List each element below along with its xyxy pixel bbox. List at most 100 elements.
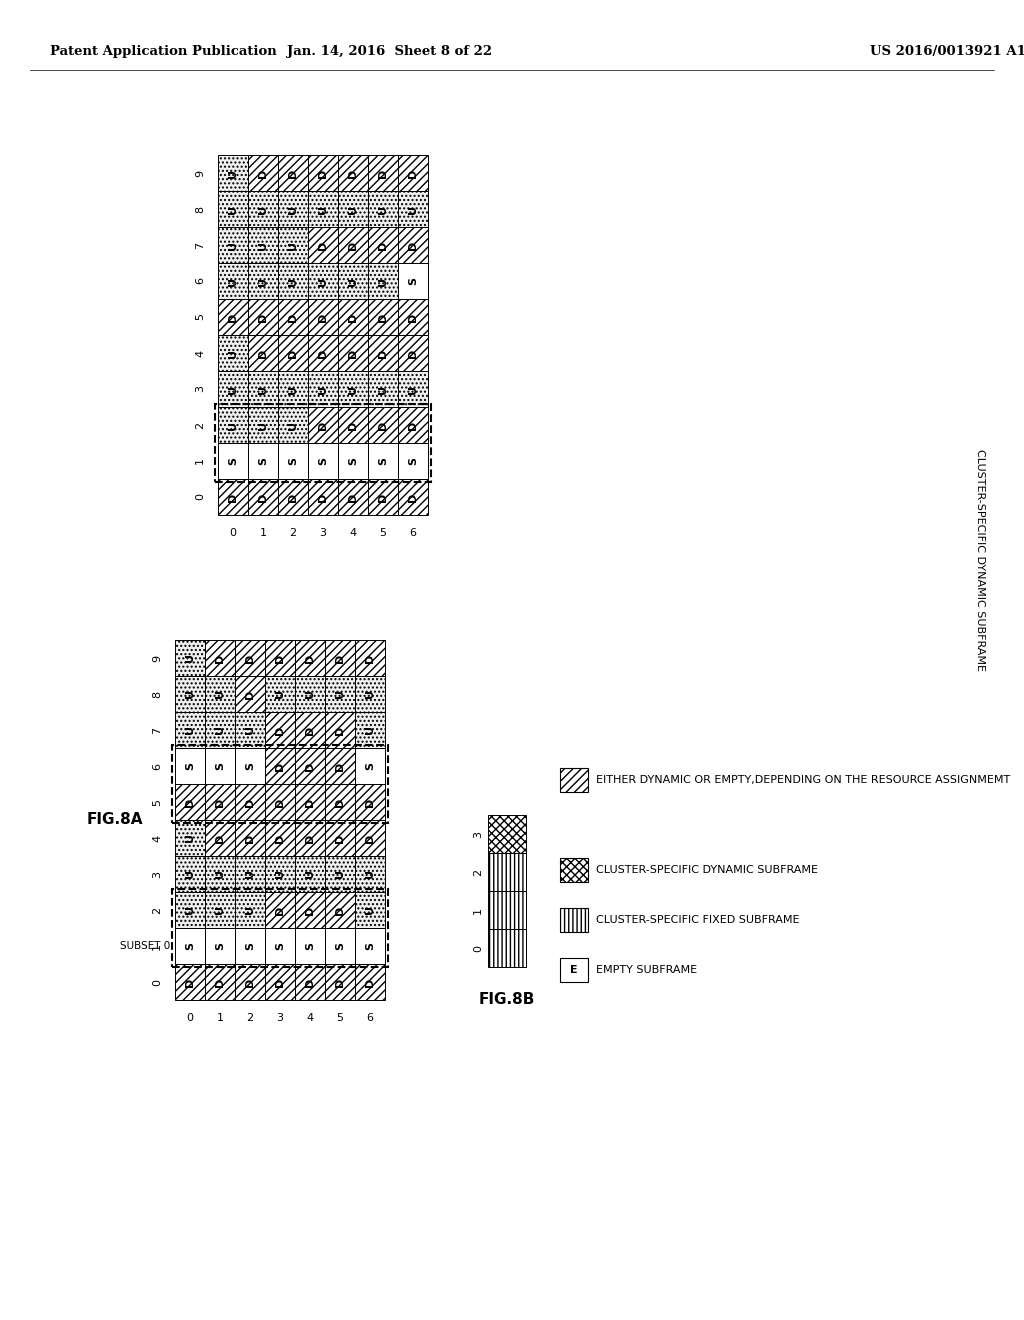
- Text: 3: 3: [195, 385, 205, 392]
- Text: D: D: [305, 653, 315, 663]
- Text: 2: 2: [247, 1012, 254, 1023]
- Text: 3: 3: [276, 1012, 284, 1023]
- Text: U: U: [288, 240, 298, 249]
- Text: 6: 6: [152, 763, 162, 770]
- Bar: [368, 154, 398, 191]
- Text: U: U: [185, 726, 195, 734]
- Text: D: D: [348, 313, 358, 322]
- Text: 2: 2: [152, 907, 162, 913]
- Bar: [234, 711, 265, 748]
- Text: 0: 0: [186, 1012, 194, 1023]
- Bar: [295, 748, 325, 784]
- Text: D: D: [245, 689, 255, 698]
- Text: US 2016/0013921 A1: US 2016/0013921 A1: [870, 45, 1024, 58]
- Bar: [265, 711, 295, 748]
- Bar: [248, 479, 278, 515]
- Text: D: D: [305, 977, 315, 986]
- Text: U: U: [318, 205, 328, 214]
- Text: U: U: [378, 205, 388, 214]
- Text: D: D: [378, 313, 388, 322]
- Text: D: D: [275, 797, 285, 807]
- Text: D: D: [275, 833, 285, 842]
- Bar: [234, 964, 265, 1001]
- Text: 0: 0: [473, 945, 483, 952]
- Bar: [368, 335, 398, 371]
- Bar: [355, 784, 385, 820]
- Bar: [265, 928, 295, 964]
- Text: D: D: [245, 653, 255, 663]
- Text: S: S: [215, 762, 225, 770]
- Bar: [488, 929, 526, 968]
- Text: 0: 0: [195, 494, 205, 500]
- Text: 5: 5: [152, 799, 162, 805]
- Text: S: S: [335, 942, 345, 950]
- Bar: [265, 855, 295, 892]
- Text: D: D: [288, 169, 298, 178]
- Bar: [278, 300, 308, 335]
- Text: S: S: [258, 457, 268, 465]
- Bar: [218, 263, 248, 300]
- Text: S: S: [288, 457, 298, 465]
- Bar: [325, 928, 355, 964]
- Text: U: U: [335, 689, 345, 698]
- Bar: [265, 964, 295, 1001]
- Text: D: D: [245, 977, 255, 986]
- Text: D: D: [318, 420, 328, 429]
- Text: U: U: [378, 384, 388, 393]
- Text: 2: 2: [290, 528, 297, 539]
- Bar: [295, 928, 325, 964]
- Bar: [295, 640, 325, 676]
- Bar: [248, 154, 278, 191]
- Bar: [308, 263, 338, 300]
- Text: U: U: [258, 240, 268, 249]
- Text: E: E: [570, 965, 578, 975]
- Bar: [295, 892, 325, 928]
- Bar: [325, 748, 355, 784]
- Text: U: U: [185, 689, 195, 698]
- Text: D: D: [408, 492, 418, 502]
- Text: 6: 6: [195, 277, 205, 285]
- Text: D: D: [215, 977, 225, 986]
- Text: D: D: [305, 906, 315, 915]
- Text: U: U: [305, 689, 315, 698]
- Text: D: D: [258, 348, 268, 358]
- Bar: [278, 227, 308, 263]
- Text: U: U: [185, 653, 195, 663]
- Text: U: U: [185, 833, 195, 842]
- Text: U: U: [305, 870, 315, 879]
- Bar: [325, 820, 355, 855]
- Text: Patent Application Publication: Patent Application Publication: [50, 45, 276, 58]
- Text: S: S: [245, 942, 255, 950]
- Text: D: D: [335, 833, 345, 842]
- Text: D: D: [378, 492, 388, 502]
- Bar: [205, 964, 234, 1001]
- Bar: [560, 858, 588, 882]
- Text: D: D: [318, 313, 328, 322]
- Text: D: D: [408, 240, 418, 249]
- Text: U: U: [228, 205, 238, 214]
- Bar: [338, 407, 368, 444]
- Text: D: D: [215, 833, 225, 842]
- Text: D: D: [228, 492, 238, 502]
- Bar: [295, 820, 325, 855]
- Bar: [308, 154, 338, 191]
- Bar: [398, 227, 428, 263]
- Text: D: D: [335, 762, 345, 771]
- Bar: [398, 263, 428, 300]
- Text: U: U: [258, 205, 268, 214]
- Text: D: D: [378, 240, 388, 249]
- Text: D: D: [258, 169, 268, 178]
- Bar: [325, 784, 355, 820]
- Text: S: S: [365, 762, 375, 770]
- Bar: [355, 855, 385, 892]
- Bar: [218, 407, 248, 444]
- Text: U: U: [228, 276, 238, 285]
- Text: U: U: [275, 870, 285, 879]
- Bar: [338, 191, 368, 227]
- Bar: [308, 191, 338, 227]
- Text: D: D: [185, 797, 195, 807]
- Text: U: U: [365, 689, 375, 698]
- Bar: [265, 640, 295, 676]
- Text: 3: 3: [152, 870, 162, 878]
- Text: U: U: [258, 421, 268, 429]
